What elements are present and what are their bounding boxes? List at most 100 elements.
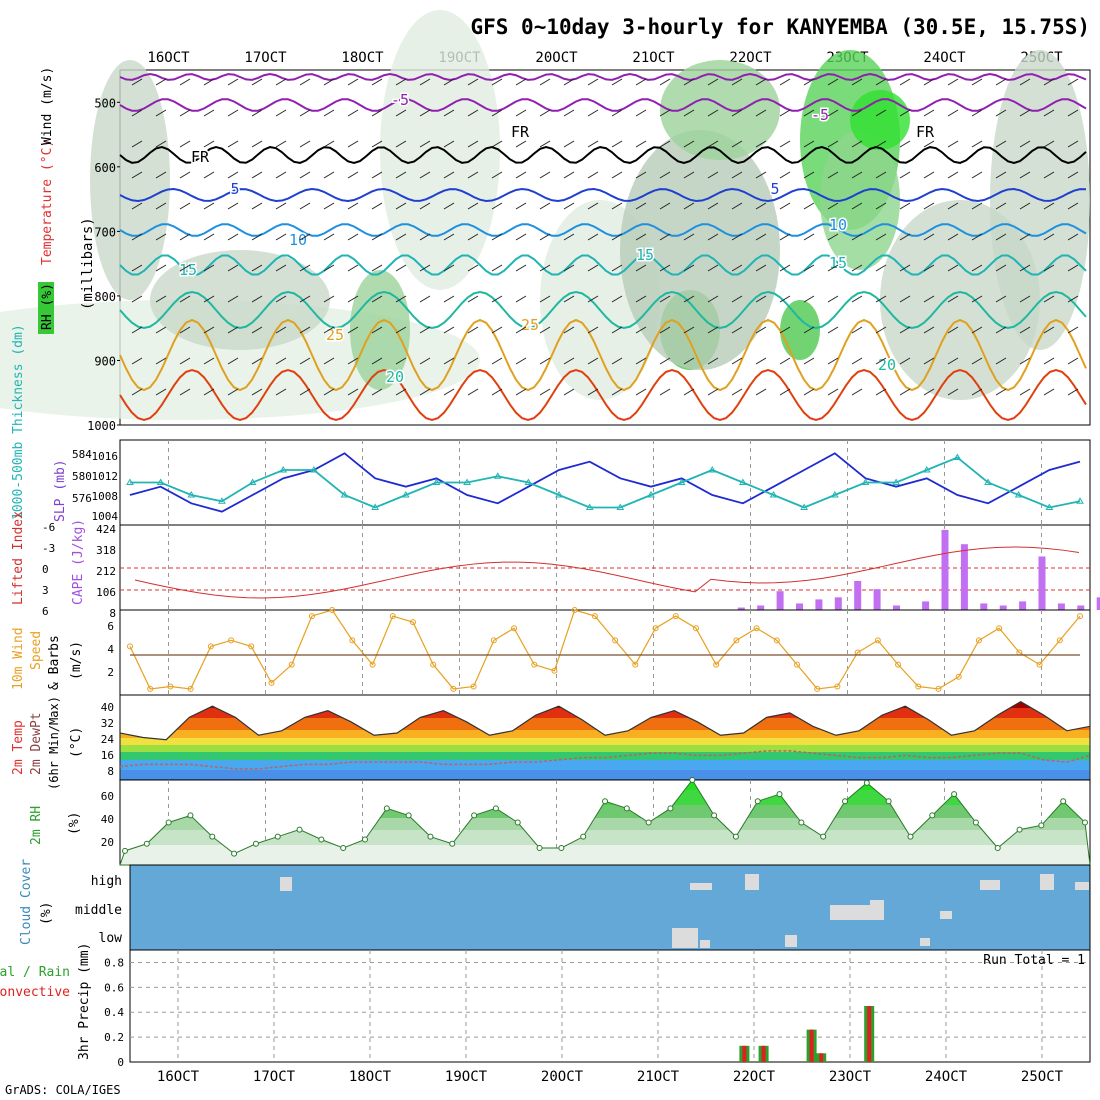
wind-barb (155, 140, 167, 148)
wind-barb (611, 233, 623, 241)
wind-barb (227, 202, 239, 210)
cloud-level-label: middle (75, 903, 122, 918)
cape-bar (776, 591, 784, 610)
wind-point (794, 661, 801, 668)
wind-point (632, 661, 639, 668)
wind-point (551, 667, 558, 674)
wind-barb (395, 295, 407, 303)
wind-barb (275, 78, 287, 86)
wind-barb (851, 109, 863, 117)
isotherm-label: 20 (878, 356, 896, 374)
top-date-axis: 16OCT17OCT18OCT19OCT20OCT21OCT22OCT23OCT… (147, 50, 1063, 66)
wind-barb (683, 388, 695, 396)
wind-barb (467, 202, 479, 210)
cloud-cover-block (785, 935, 797, 947)
wind-barb (491, 109, 503, 117)
temp2m-label3: (6hr Min/Max) (47, 696, 61, 790)
wind-barb (875, 78, 887, 86)
wind-barb (563, 295, 575, 303)
wind-barb (851, 326, 863, 334)
wind-barb (443, 109, 455, 117)
wind-barb (539, 388, 551, 396)
wind-barb (611, 326, 623, 334)
date-label-bottom: 25OCT (1021, 1069, 1064, 1085)
wind-barb (371, 78, 383, 86)
rh-band (120, 845, 1090, 865)
rh-line (119, 779, 1091, 866)
cape-bar (1038, 556, 1046, 610)
wind-barb (635, 233, 647, 241)
wind-barb (779, 202, 791, 210)
rh-point (143, 840, 150, 847)
wind-barb (947, 264, 959, 272)
isotherm-label: 5 (770, 180, 779, 198)
wind-barb (1067, 233, 1079, 241)
wind-point (308, 613, 315, 620)
wind-barb (563, 233, 575, 241)
wind-barb (323, 140, 335, 148)
wind-barb (587, 388, 599, 396)
cape-bar (757, 605, 765, 610)
wind-barb (467, 388, 479, 396)
wind-barb (995, 264, 1007, 272)
wind-barb (347, 233, 359, 241)
wind-barb (875, 171, 887, 179)
rh-tick: 60 (101, 790, 114, 803)
wind-barb (851, 388, 863, 396)
wind-barb (683, 233, 695, 241)
wind-barb (683, 295, 695, 303)
wind-barb (803, 109, 815, 117)
wind-point (1036, 661, 1043, 668)
wind-barb (971, 78, 983, 86)
wind-barb (371, 388, 383, 396)
upper-air-panel: 500 600 700 800 900 1000 -5 -5 FR FR FR 5 5 10 10 15 15 1… (0, 10, 1091, 433)
pressure-tick: 800 (94, 290, 116, 304)
wind-barb (827, 171, 839, 179)
rh-point (536, 845, 543, 851)
wind-barb (971, 388, 983, 396)
wind-barb (875, 295, 887, 303)
wind-barb (803, 78, 815, 86)
wind-point (389, 613, 396, 620)
slp-thickness-panel: 1016 1012 1008 1004 584 580 576 1000-500mb Thic… (11, 324, 1091, 526)
wind-barb (827, 357, 839, 365)
wind-barb (563, 109, 575, 117)
wind-barb (251, 388, 263, 396)
wind-barb (419, 264, 431, 272)
wind-barb (707, 78, 719, 86)
rh-point (798, 819, 805, 826)
temp-tick: 40 (101, 701, 114, 714)
wind-barb (923, 388, 935, 396)
wind-point (975, 637, 982, 644)
wind-barb (1043, 357, 1055, 365)
wind-barb (851, 171, 863, 179)
wind-label: Wind (m/s) (40, 67, 55, 145)
wind-barb (755, 140, 767, 148)
wind-barb (1043, 171, 1055, 179)
isotherm-label: FR (511, 123, 530, 141)
precip-tick: 0 (117, 1056, 124, 1069)
wind-barb (755, 78, 767, 86)
wind-barb (851, 140, 863, 148)
wind-barb (347, 326, 359, 334)
isotherm (119, 223, 1087, 237)
rh-point (667, 805, 674, 812)
temp-band (120, 760, 1090, 770)
wind-barb (371, 264, 383, 272)
wind-barb (779, 295, 791, 303)
wind-barb (419, 295, 431, 303)
date-label-bottom: 20OCT (541, 1069, 584, 1085)
wind-barb (179, 109, 191, 117)
date-label-bottom: 18OCT (349, 1069, 392, 1085)
wind-barb (683, 326, 695, 334)
temp-band (120, 738, 1090, 745)
wind-barb (995, 109, 1007, 117)
wind-barb (971, 326, 983, 334)
rh-point (514, 819, 521, 826)
cape-li-panel: 424 318 212 106 8 -6 -3 0 3 6 Lifted Index CAPE (J/… (11, 511, 1100, 620)
cloud-cover-block (672, 928, 698, 948)
wind-barb (683, 140, 695, 148)
wind-barb (275, 388, 287, 396)
wind-barb (179, 295, 191, 303)
wind-barb (227, 140, 239, 148)
